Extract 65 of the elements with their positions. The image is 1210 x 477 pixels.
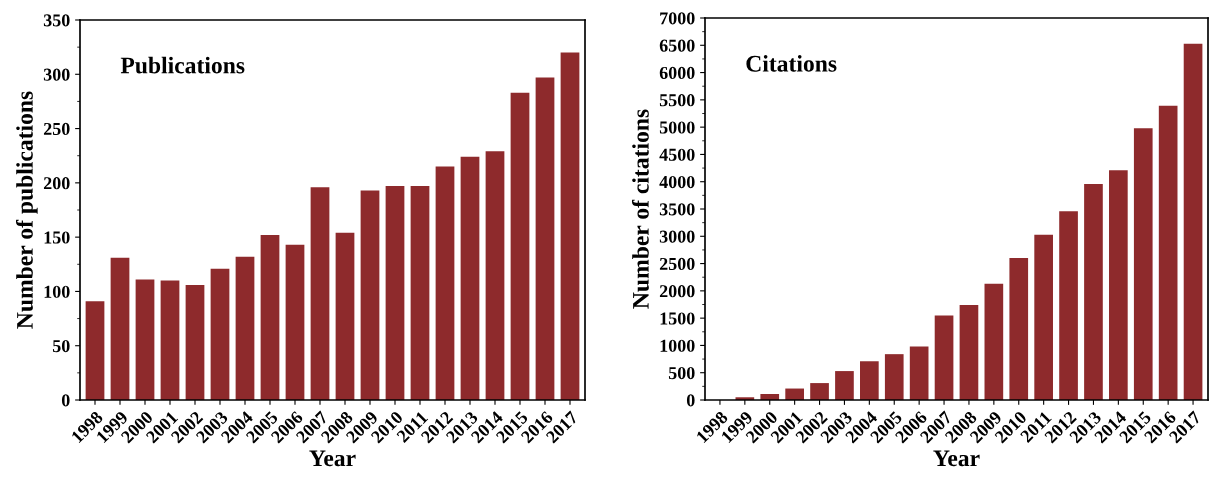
bar bbox=[285, 244, 305, 400]
bar bbox=[1183, 43, 1203, 400]
bar bbox=[310, 187, 330, 400]
bar bbox=[110, 257, 130, 400]
y-tick-label: 3000 bbox=[659, 230, 695, 243]
bar bbox=[884, 354, 904, 400]
bar bbox=[335, 232, 355, 400]
bar bbox=[1009, 258, 1029, 400]
bar bbox=[460, 156, 480, 400]
bar bbox=[385, 186, 405, 400]
bar bbox=[260, 234, 280, 400]
bar bbox=[485, 151, 505, 400]
bar bbox=[360, 190, 380, 400]
bar bbox=[1109, 170, 1128, 400]
bar bbox=[909, 346, 929, 400]
x-axis-title: Year bbox=[309, 450, 356, 467]
bar bbox=[135, 279, 155, 400]
y-tick-label: 200 bbox=[43, 177, 70, 190]
y-tick-label: 150 bbox=[44, 231, 70, 244]
y-tick-label: 300 bbox=[43, 68, 70, 81]
y-tick-label: 4000 bbox=[659, 175, 695, 189]
y-tick-label: 100 bbox=[44, 285, 70, 298]
bar bbox=[1034, 234, 1053, 400]
bar bbox=[959, 305, 979, 400]
bar bbox=[535, 77, 555, 400]
y-tick-label: 50 bbox=[52, 339, 70, 353]
y-tick-label: 500 bbox=[668, 366, 695, 380]
bar bbox=[1133, 128, 1153, 400]
bar bbox=[835, 371, 854, 400]
y-tick-label: 0 bbox=[686, 394, 695, 407]
bar bbox=[934, 315, 954, 400]
y-tick-label: 0 bbox=[61, 394, 70, 407]
bar bbox=[984, 283, 1004, 400]
y-tick-label: 250 bbox=[43, 122, 70, 136]
bar bbox=[210, 268, 230, 400]
bar bbox=[435, 166, 455, 400]
y-tick-label: 2500 bbox=[659, 257, 695, 271]
y-tick-label: 6500 bbox=[659, 39, 695, 52]
x-axis-title: Year bbox=[933, 450, 980, 467]
y-tick-label: 7000 bbox=[660, 12, 695, 25]
bar bbox=[1059, 211, 1078, 400]
y-tick-label: 1500 bbox=[660, 312, 695, 325]
y-tick-label: 5500 bbox=[659, 94, 695, 107]
bar bbox=[1158, 105, 1178, 400]
y-tick-label: 6000 bbox=[659, 66, 695, 80]
y-tick-label: 1000 bbox=[660, 339, 695, 352]
y-tick-label: 3500 bbox=[659, 203, 695, 216]
bar bbox=[185, 284, 205, 400]
y-tick-label: 350 bbox=[43, 14, 70, 27]
y-tick-label: 2000 bbox=[659, 285, 695, 298]
bar bbox=[160, 280, 180, 400]
bar bbox=[860, 361, 879, 400]
y-tick-label: 4500 bbox=[659, 148, 695, 161]
y-axis-title: Number of publications bbox=[15, 91, 38, 329]
bar bbox=[510, 92, 530, 400]
bar bbox=[560, 52, 580, 400]
text: Publications bbox=[120, 56, 245, 74]
bar bbox=[410, 186, 430, 400]
bar bbox=[1084, 183, 1103, 400]
text: Citations bbox=[746, 55, 837, 72]
y-axis-title: Number of citations bbox=[631, 109, 649, 309]
bar bbox=[85, 301, 105, 400]
bar bbox=[235, 256, 255, 400]
y-tick-label: 5000 bbox=[659, 121, 695, 134]
bar bbox=[810, 383, 829, 400]
